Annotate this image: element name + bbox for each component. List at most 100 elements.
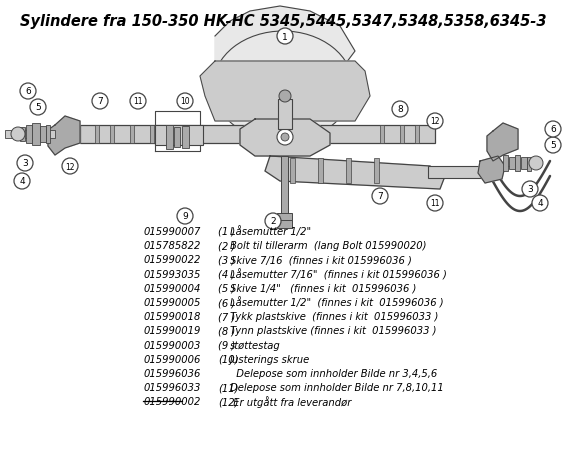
Circle shape xyxy=(14,174,30,189)
Circle shape xyxy=(532,196,548,212)
Bar xyxy=(515,156,520,172)
Circle shape xyxy=(30,100,46,116)
Text: 015990003: 015990003 xyxy=(143,340,200,350)
Circle shape xyxy=(427,114,443,130)
Polygon shape xyxy=(487,124,518,161)
Text: (5 ): (5 ) xyxy=(218,283,235,293)
Bar xyxy=(415,126,419,144)
Text: 015996036: 015996036 xyxy=(143,368,200,378)
Text: 015785822: 015785822 xyxy=(143,241,200,251)
Circle shape xyxy=(545,122,561,138)
Bar xyxy=(281,156,288,216)
Circle shape xyxy=(265,213,281,230)
Text: Justerings skrue: Justerings skrue xyxy=(230,354,310,364)
Circle shape xyxy=(277,130,293,146)
Text: 3: 3 xyxy=(22,159,28,168)
Circle shape xyxy=(522,182,538,198)
Bar xyxy=(174,128,180,147)
Circle shape xyxy=(177,94,193,110)
Circle shape xyxy=(279,91,291,103)
Text: 015996033: 015996033 xyxy=(143,382,200,392)
Bar xyxy=(80,126,435,144)
Bar xyxy=(95,126,99,144)
Text: (11): (11) xyxy=(218,382,238,392)
Text: 015990022: 015990022 xyxy=(143,255,200,265)
Circle shape xyxy=(92,94,108,110)
Bar xyxy=(277,213,292,221)
Text: (10): (10) xyxy=(218,354,238,364)
Text: Skive 7/16  (finnes i kit 015996036 ): Skive 7/16 (finnes i kit 015996036 ) xyxy=(230,255,412,265)
Bar xyxy=(277,221,292,229)
Text: 015990019: 015990019 xyxy=(143,326,200,336)
Bar xyxy=(150,126,154,144)
Text: (3 ): (3 ) xyxy=(218,255,235,265)
Bar xyxy=(130,126,134,144)
Text: (8 ): (8 ) xyxy=(218,326,235,336)
Text: 9: 9 xyxy=(182,212,188,221)
Text: (6 ): (6 ) xyxy=(218,297,235,307)
Bar xyxy=(166,126,173,150)
Circle shape xyxy=(392,102,408,118)
Text: Tynn plastskive (finnes i kit  015996033 ): Tynn plastskive (finnes i kit 015996033 … xyxy=(230,326,436,336)
Circle shape xyxy=(281,133,289,142)
Text: Delepose som innholder Bilde nr 3,4,5,6: Delepose som innholder Bilde nr 3,4,5,6 xyxy=(230,368,438,378)
Circle shape xyxy=(177,208,193,225)
Text: 2: 2 xyxy=(270,217,276,226)
Text: (4 ): (4 ) xyxy=(218,269,235,279)
Text: 015993035: 015993035 xyxy=(143,269,200,279)
Polygon shape xyxy=(478,156,505,184)
Bar xyxy=(20,128,25,142)
Bar xyxy=(5,131,55,139)
Bar xyxy=(400,126,404,144)
Text: 4: 4 xyxy=(19,177,25,186)
Ellipse shape xyxy=(213,32,353,142)
Text: 1: 1 xyxy=(282,32,288,41)
Circle shape xyxy=(427,196,443,212)
Text: Skive 1/4"   (finnes i kit  015996036 ): Skive 1/4" (finnes i kit 015996036 ) xyxy=(230,283,417,293)
Text: 10: 10 xyxy=(180,97,190,106)
Text: 015990002: 015990002 xyxy=(143,396,200,406)
Polygon shape xyxy=(265,156,445,189)
Text: 6: 6 xyxy=(25,87,31,96)
Text: Sylindere fra 150-350 HK-HC 5345,5445,5347,5348,5358,6345-3: Sylindere fra 150-350 HK-HC 5345,5445,53… xyxy=(20,14,546,29)
Text: 6: 6 xyxy=(550,125,556,134)
Circle shape xyxy=(17,156,33,172)
Text: 11: 11 xyxy=(133,97,143,106)
Bar xyxy=(346,159,351,184)
Text: Låsemutter 1/2"  (finnes i kit  015996036 ): Låsemutter 1/2" (finnes i kit 015996036 … xyxy=(230,297,444,308)
Circle shape xyxy=(62,159,78,175)
Circle shape xyxy=(529,156,543,170)
Text: 015990004: 015990004 xyxy=(143,283,200,293)
Bar xyxy=(32,124,40,146)
Bar xyxy=(509,158,515,170)
Text: 12: 12 xyxy=(65,162,75,171)
Text: 015990005: 015990005 xyxy=(143,297,200,307)
Text: Bolt til tillerarm  (lang Bolt 015990020): Bolt til tillerarm (lang Bolt 015990020) xyxy=(230,241,427,251)
Text: 7: 7 xyxy=(97,97,103,106)
Text: (2 ): (2 ) xyxy=(218,241,235,251)
Text: 11: 11 xyxy=(430,199,440,208)
Bar xyxy=(26,126,32,144)
Circle shape xyxy=(372,189,388,205)
Text: 8: 8 xyxy=(397,105,403,114)
Text: Er utgått fra leverandør: Er utgått fra leverandør xyxy=(230,396,351,407)
Text: 3: 3 xyxy=(527,185,533,194)
Circle shape xyxy=(277,29,293,45)
Bar xyxy=(521,158,527,170)
Text: 015990007: 015990007 xyxy=(143,226,200,236)
Bar xyxy=(182,127,189,149)
Polygon shape xyxy=(48,117,80,156)
Text: Låsemutter 1/2": Låsemutter 1/2" xyxy=(230,226,311,237)
Text: (12): (12) xyxy=(218,396,238,406)
Bar xyxy=(527,158,531,172)
Bar xyxy=(110,126,114,144)
Text: (7 ): (7 ) xyxy=(218,312,235,322)
Circle shape xyxy=(20,84,36,100)
Text: (1 ): (1 ) xyxy=(218,226,235,236)
Text: Tykk plastskive  (finnes i kit  015996033 ): Tykk plastskive (finnes i kit 015996033 … xyxy=(230,312,439,322)
Bar xyxy=(318,159,323,184)
Bar xyxy=(428,166,483,179)
Bar xyxy=(503,156,508,172)
Bar xyxy=(40,127,46,143)
Polygon shape xyxy=(240,120,330,156)
